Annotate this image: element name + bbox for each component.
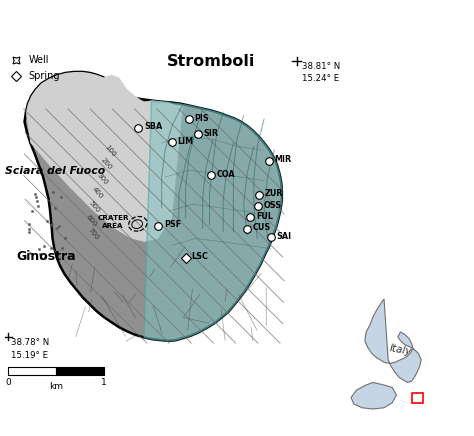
Text: MIR: MIR — [275, 155, 292, 164]
Polygon shape — [25, 72, 282, 341]
Bar — [411, 392, 422, 403]
Text: 0: 0 — [5, 378, 11, 387]
Text: km: km — [49, 382, 63, 392]
Text: COA: COA — [217, 170, 235, 179]
Text: SBA: SBA — [145, 122, 163, 131]
Text: CUS: CUS — [253, 223, 271, 232]
Text: Well: Well — [28, 55, 49, 65]
Text: OSS: OSS — [264, 201, 282, 210]
Polygon shape — [144, 101, 282, 341]
Polygon shape — [365, 299, 421, 382]
Text: 500: 500 — [88, 200, 101, 214]
Text: PIS: PIS — [194, 113, 209, 123]
Text: 600: 600 — [85, 214, 99, 228]
Text: Italy: Italy — [389, 343, 412, 357]
Text: 100: 100 — [104, 143, 117, 157]
Text: Stromboli: Stromboli — [167, 54, 255, 68]
Text: 700: 700 — [86, 227, 100, 241]
Text: SAI: SAI — [276, 232, 292, 241]
Polygon shape — [26, 72, 183, 242]
Text: SIR: SIR — [203, 129, 218, 138]
Text: 400: 400 — [91, 186, 104, 200]
Text: 38.81° N
15.24° E: 38.81° N 15.24° E — [301, 61, 340, 83]
Text: ZUR: ZUR — [264, 189, 283, 198]
Text: CRATER
AREA: CRATER AREA — [98, 215, 129, 229]
Polygon shape — [351, 382, 396, 409]
Text: FUL: FUL — [256, 212, 273, 221]
Text: 200: 200 — [100, 157, 113, 171]
Text: Spring: Spring — [28, 72, 60, 82]
Text: Sciara del Fuoco: Sciara del Fuoco — [5, 166, 105, 176]
Text: 300: 300 — [95, 171, 109, 185]
Text: 1: 1 — [101, 378, 107, 387]
Text: LSC: LSC — [191, 252, 208, 262]
Text: LIM: LIM — [177, 137, 193, 146]
Text: PSF: PSF — [164, 220, 181, 229]
Text: Ginostra: Ginostra — [17, 250, 76, 263]
Text: 38.78° N
15.19° E: 38.78° N 15.19° E — [11, 338, 49, 360]
